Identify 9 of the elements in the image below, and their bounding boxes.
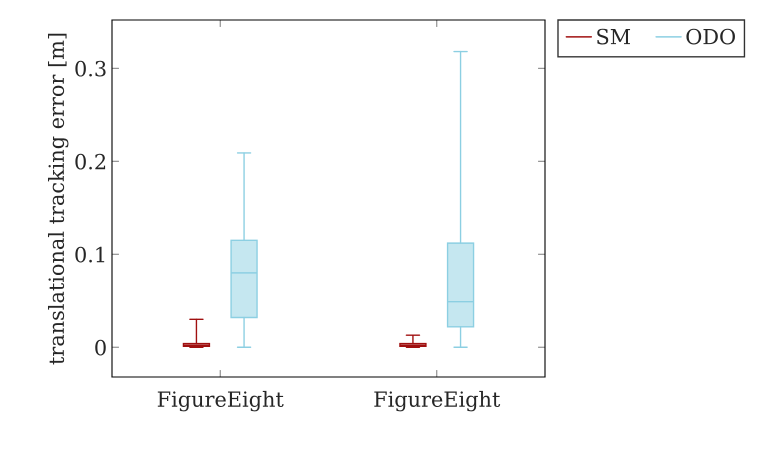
y-tick-label: 0.1 [75,246,104,262]
y-tick-label: 0 [95,340,106,356]
legend-label: SM [597,28,630,44]
legend-label: ODO [686,28,735,44]
y-tick-label: 0.2 [75,154,106,170]
x-tick-label: FigureEight [158,390,284,412]
y-tick-label: 0.3 [75,60,106,77]
y-axis-title: translational tracking error [m] [48,34,68,364]
x-tick-label: FigureEight [374,390,500,412]
